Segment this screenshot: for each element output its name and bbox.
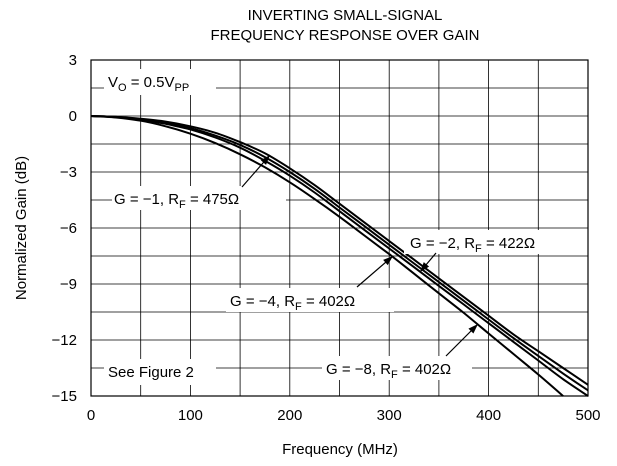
figure-note-bg xyxy=(104,359,216,385)
y-tick-label: −3 xyxy=(60,164,77,181)
x-tick-label: 500 xyxy=(575,407,600,424)
series-arrow-1-head xyxy=(260,155,270,165)
y-tick-label: −9 xyxy=(60,276,77,293)
y-tick-label: −6 xyxy=(60,220,77,237)
grid-lines xyxy=(90,59,589,397)
series-label-2-bg xyxy=(404,230,582,254)
series-lines xyxy=(90,115,589,397)
chart-title-line-2: FREQUENCY RESPONSE OVER GAIN xyxy=(211,27,480,44)
series-label-3: G = −4, RF = 402Ω xyxy=(230,293,355,313)
y-tick-label: −15 xyxy=(52,388,77,405)
figure-note: See Figure 2 xyxy=(108,364,194,381)
tick-labels: 0 100 200 300 400 500 3 0 −3 −6 −9 −12 −15 xyxy=(52,52,601,424)
series-arrow-2-head xyxy=(420,262,430,272)
y-tick-label: 3 xyxy=(69,52,77,69)
y-tick-label: 0 xyxy=(69,108,77,125)
series-label-2: G = −2, RF = 422Ω xyxy=(410,235,535,255)
series-label-1-bg xyxy=(112,186,286,210)
series-arrow-4-head xyxy=(468,324,478,334)
series-label-4-bg xyxy=(322,356,472,380)
series-arrow-3-head xyxy=(383,256,393,266)
chart-title-line-1: INVERTING SMALL-SIGNAL xyxy=(248,7,443,24)
series-label-1: G = −1, RF = 475Ω xyxy=(114,191,239,211)
y-tick-label: −12 xyxy=(52,332,77,349)
y-axis-label: Normalized Gain (dB) xyxy=(13,156,30,300)
series-line-4 xyxy=(90,115,564,397)
x-tick-label: 100 xyxy=(178,407,203,424)
x-tick-label: 200 xyxy=(277,407,302,424)
series-label-3-bg xyxy=(226,288,394,312)
series-line-1 xyxy=(90,115,589,386)
annotations: VO = 0.5VPP See Figure 2 G = −1, RF = 475Ω… xyxy=(104,69,582,385)
vo-annotation: VO = 0.5VPP xyxy=(108,74,189,94)
series-label-4: G = −8, RF = 402Ω xyxy=(326,361,451,381)
x-tick-label: 400 xyxy=(476,407,501,424)
vo-annotation-bg xyxy=(104,69,216,95)
series-line-3 xyxy=(90,115,589,397)
x-tick-label: 300 xyxy=(377,407,402,424)
x-axis-label: Frequency (MHz) xyxy=(282,441,398,458)
x-tick-label: 0 xyxy=(87,407,95,424)
